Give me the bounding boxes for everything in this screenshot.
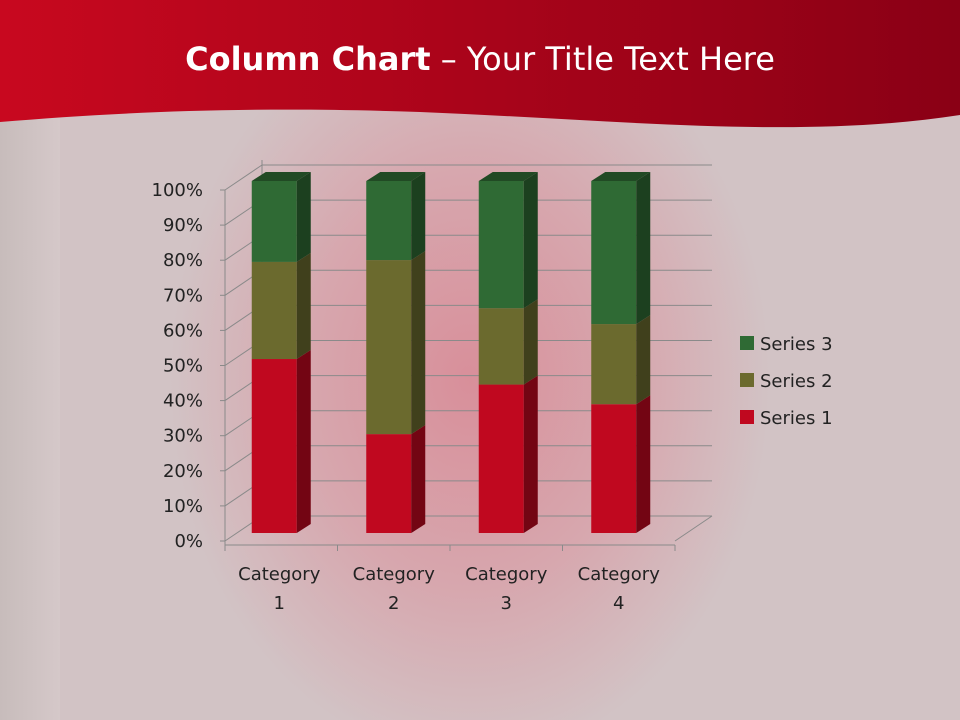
bar-segment-side — [523, 375, 538, 533]
title-bold: Column Chart — [185, 40, 431, 78]
y-tick-label: 50% — [163, 356, 203, 377]
bar-segment-top — [366, 172, 426, 181]
bar-stack — [366, 172, 426, 533]
x-tick-label: Category 3 — [465, 564, 548, 614]
bar-segment-side — [411, 425, 426, 533]
x-tick-label-line: 3 — [501, 593, 512, 614]
bar-segment-front — [591, 404, 637, 533]
bar-stack — [591, 172, 651, 533]
legend-label: Series 2 — [760, 371, 833, 392]
y-tick-label: 30% — [163, 426, 203, 447]
y-tick-label: 80% — [163, 250, 203, 271]
y-tick-label: 0% — [174, 531, 203, 552]
y-tick-label: 20% — [163, 461, 203, 482]
x-tick-label-line: Category — [465, 564, 548, 585]
bar-segment-front — [591, 324, 637, 405]
floor-right-edge — [674, 515, 713, 542]
legend-swatch — [740, 336, 754, 350]
gridline-side — [224, 164, 263, 191]
background-panel — [0, 100, 60, 720]
bar-segment-front — [251, 261, 297, 360]
y-tick-label: 70% — [163, 285, 203, 306]
x-tick-label-line: 2 — [388, 593, 399, 614]
y-tick-label: 90% — [163, 215, 203, 236]
y-tick-label: 100% — [152, 180, 203, 201]
bar-segment-side — [636, 395, 651, 533]
bar-segment-top — [478, 172, 538, 181]
bar-stack — [478, 172, 538, 533]
legend-label: Series 3 — [760, 334, 833, 355]
bar-segment-side — [296, 252, 311, 360]
x-tick-label-line: 1 — [274, 593, 285, 614]
legend-swatch — [740, 410, 754, 424]
bar-segment-side — [296, 350, 311, 533]
x-tick-label-line: Category — [353, 564, 436, 585]
bar-segment-side — [296, 172, 311, 262]
title-rest: – Your Title Text Here — [430, 40, 775, 78]
slide-title: Column Chart – Your Title Text Here — [0, 40, 960, 78]
bar-segment-side — [523, 172, 538, 309]
legend-swatch — [740, 373, 754, 387]
bar-segment-side — [523, 299, 538, 385]
bar-segment-front — [366, 434, 412, 533]
bar-segment-side — [636, 315, 651, 405]
header-band — [0, 0, 960, 128]
bar-segment-side — [636, 172, 651, 325]
x-tick-label: Category 4 — [578, 564, 661, 614]
x-tick-label-line: Category — [578, 564, 661, 585]
bar-segment-front — [591, 181, 637, 325]
bar-segment-front — [366, 181, 412, 261]
x-tick-label: Category 2 — [353, 564, 436, 614]
y-tick-label: 10% — [163, 496, 203, 517]
bar-segment-top — [251, 172, 311, 181]
legend-label: Series 1 — [760, 408, 833, 429]
bar-segment-side — [411, 172, 426, 261]
bar-segment-front — [478, 308, 524, 385]
x-tick-label-line: Category — [238, 564, 321, 585]
x-tick-label-line: 4 — [613, 593, 624, 614]
x-tick-label: Category 1 — [238, 564, 321, 614]
bar-segment-top — [591, 172, 651, 181]
bar-segment-front — [251, 181, 297, 262]
y-tick-label: 40% — [163, 391, 203, 412]
bar-segment-front — [251, 359, 297, 533]
y-tick-label: 60% — [163, 320, 203, 341]
bar-segment-front — [366, 260, 412, 435]
bar-segment-front — [478, 384, 524, 533]
bar-segment-front — [478, 181, 524, 309]
bar-segment-side — [411, 251, 426, 435]
bar-stack — [251, 172, 311, 533]
